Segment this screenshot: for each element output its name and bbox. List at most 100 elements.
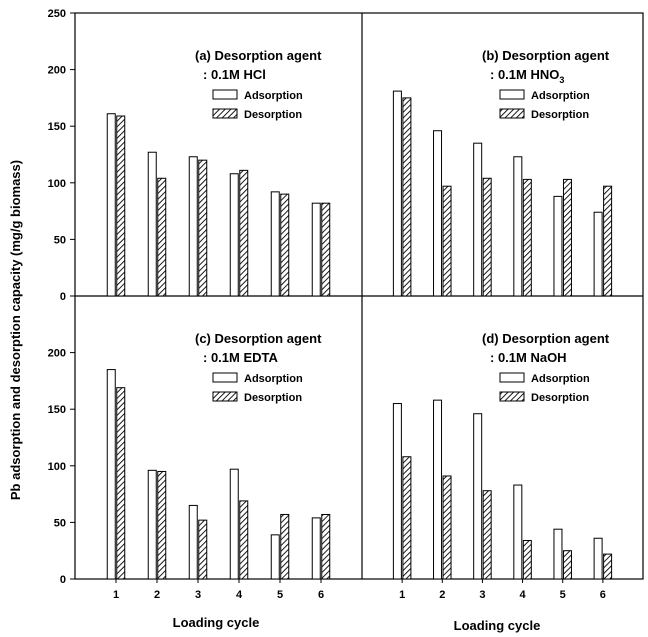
y-tick-label-a: 0 [60,291,66,303]
bar-adsorption-a-3 [188,156,198,297]
legend-swatch-desorption-b [499,108,525,119]
x-tick-label-d-1: 1 [399,589,405,601]
panel-subtitle-b: : 0.1M HNO3 [490,67,564,85]
legend-swatch-adsorption-a [212,89,238,100]
x-tick-label-c-5: 5 [277,589,283,601]
legend-swatch-desorption-d [499,391,525,402]
x-tick-label-c-2: 2 [154,589,160,601]
bar-adsorption-c-5 [270,534,280,580]
x-tick-label-c-1: 1 [113,589,119,601]
legend-label-adsorption-a: Adsorption [244,90,303,102]
bar-adsorption-d-3 [473,413,483,580]
bar-desorption-d-5 [562,550,572,580]
bar-adsorption-d-5 [553,528,563,580]
bar-adsorption-b-1 [392,90,402,297]
bar-adsorption-b-5 [553,195,563,297]
panel-title-b: (b) Desorption agent [482,48,610,63]
bar-desorption-d-2 [442,475,452,580]
bar-adsorption-d-4 [513,484,523,580]
legend-swatch-desorption-c [212,391,238,402]
legend-label-desorption-b: Desorption [531,109,589,121]
bar-desorption-c-2 [157,470,167,580]
bar-adsorption-a-2 [147,151,157,297]
panel-title-d: (d) Desorption agent [482,331,610,346]
x-tick-label-d-5: 5 [560,589,566,601]
panel-subtitle-a: : 0.1M HCl [203,67,266,82]
bar-desorption-b-4 [522,178,532,297]
legend-label-desorption-a: Desorption [244,109,302,121]
bar-adsorption-c-3 [188,504,198,580]
bar-desorption-a-4 [239,169,249,297]
panel-title-c: (c) Desorption agent [195,331,322,346]
bar-adsorption-b-2 [433,130,443,297]
y-tick-label-c: 200 [48,348,66,360]
y-tick-label-c: 150 [48,404,66,416]
legend-label-desorption-c: Desorption [244,392,302,404]
panel-subtitle-d: : 0.1M NaOH [490,350,567,365]
legend-label-adsorption-d: Adsorption [531,373,590,385]
bars-layer [106,89,613,580]
bar-desorption-c-3 [198,519,208,580]
legend-swatch-adsorption-b [499,89,525,100]
bar-adsorption-d-1 [392,403,402,580]
bar-adsorption-c-4 [229,468,239,580]
bar-adsorption-b-3 [473,142,483,297]
bar-desorption-d-1 [402,456,412,580]
y-tick-label-c: 50 [54,517,66,529]
bar-desorption-a-2 [157,177,167,297]
bar-adsorption-d-6 [593,537,603,580]
x-tick-label-d-3: 3 [479,589,485,601]
y-tick-label-c: 0 [60,574,66,586]
x-axis-title-right: Loading cycle [454,618,541,633]
bar-desorption-d-3 [482,490,492,580]
x-tick-label-d-6: 6 [600,589,606,601]
y-tick-label-c: 100 [48,461,66,473]
bar-desorption-a-1 [116,115,126,297]
bar-adsorption-a-6 [311,202,321,297]
y-tick-label-a: 200 [48,65,66,77]
x-tick-label-c-4: 4 [236,589,243,601]
bar-desorption-a-3 [198,159,208,297]
bar-desorption-c-1 [116,387,126,580]
x-axis-title-left: Loading cycle [173,615,260,630]
bar-desorption-b-1 [402,97,412,297]
bar-adsorption-c-1 [106,369,116,580]
bar-desorption-c-6 [321,513,331,580]
bar-desorption-c-5 [280,513,290,580]
bar-desorption-c-4 [239,500,249,580]
bar-adsorption-d-2 [433,399,443,580]
x-tick-label-c-6: 6 [318,589,324,601]
legend-swatch-adsorption-c [212,372,238,383]
bar-desorption-b-6 [603,185,613,297]
panel-title-a: (a) Desorption agent [195,48,322,63]
legend-swatch-adsorption-d [499,372,525,383]
y-tick-label-a: 100 [48,178,66,190]
bar-adsorption-b-4 [513,156,523,297]
bar-adsorption-a-5 [270,191,280,297]
bar-desorption-d-4 [522,540,532,580]
bar-desorption-a-5 [280,193,290,297]
legend-label-desorption-d: Desorption [531,392,589,404]
bar-adsorption-a-1 [106,113,116,297]
axes-layer [70,12,644,583]
y-tick-label-a: 250 [48,8,66,20]
x-tick-label-d-4: 4 [520,589,527,601]
bar-adsorption-c-2 [147,469,157,580]
bar-adsorption-b-6 [593,211,603,297]
bar-desorption-d-6 [603,553,613,580]
bar-desorption-a-6 [321,202,331,297]
y-tick-label-a: 150 [48,121,66,133]
bar-desorption-b-2 [442,185,452,297]
panel-subtitle-subscript-b: 3 [559,75,564,85]
y-tick-label-a: 50 [54,234,66,246]
text-layer: Pb adsorption and desorption capacity (m… [8,8,610,633]
bar-desorption-b-3 [482,177,492,297]
legend-swatch-desorption-a [212,108,238,119]
legend-label-adsorption-b: Adsorption [531,90,590,102]
y-axis-title: Pb adsorption and desorption capacity (m… [8,160,23,500]
bar-adsorption-c-6 [311,517,321,580]
legend-label-adsorption-c: Adsorption [244,373,303,385]
bar-desorption-b-5 [562,178,572,297]
panel-subtitle-c: : 0.1M EDTA [203,350,278,365]
